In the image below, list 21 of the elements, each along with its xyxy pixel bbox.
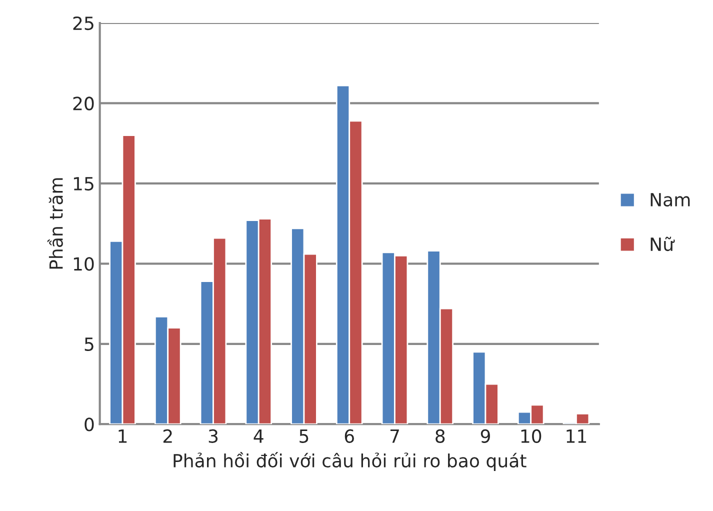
x-tick-label: 10 <box>521 429 542 443</box>
legend-label: Nam <box>650 193 690 207</box>
x-tick-label: 1 <box>118 430 127 443</box>
x-tick-label: 11 <box>566 430 586 443</box>
x-tick-label: 4 <box>254 430 264 443</box>
x-axis-title: Phản hồi đối với câu hỏi rủi ro bao quát <box>174 452 526 472</box>
x-tick-label: 8 <box>436 429 445 443</box>
y-tick-label: 10 <box>74 257 94 271</box>
y-tick-label: 5 <box>84 338 94 352</box>
x-tick-label: 9 <box>480 429 490 443</box>
x-tick-label: 7 <box>390 430 399 443</box>
x-tick-label: 6 <box>344 429 354 443</box>
x-tick-label: 3 <box>208 429 218 443</box>
y-tick-label: 20 <box>73 96 94 110</box>
legend-label: Nữ <box>650 236 675 252</box>
x-tick-label: 5 <box>300 430 308 443</box>
y-tick-label: 15 <box>74 177 94 191</box>
x-tick-label: 2 <box>163 429 172 443</box>
y-axis-title: Phần trăm <box>47 178 63 269</box>
y-tick-label: 0 <box>84 418 94 432</box>
y-tick-label: 25 <box>73 16 94 30</box>
